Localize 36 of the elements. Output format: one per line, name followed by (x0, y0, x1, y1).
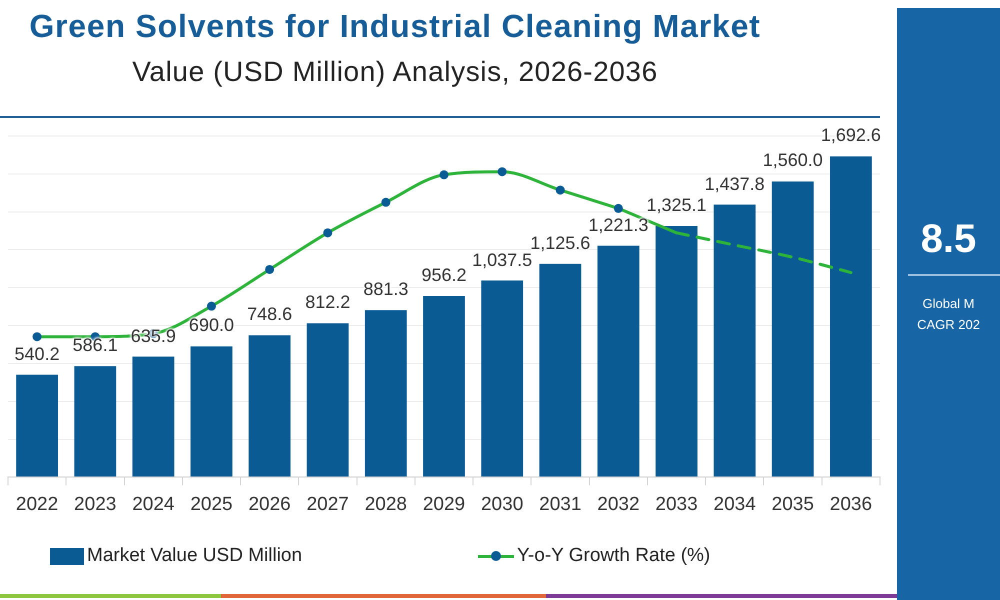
chart-subtitle: Value (USD Million) Analysis, 2026-2036 (131, 56, 659, 88)
x-tick-label: 2030 (480, 494, 524, 515)
data-label: 1,560.0 (762, 150, 823, 170)
x-tick-label: 2022 (16, 494, 58, 515)
data-label: 881.3 (363, 279, 408, 300)
legend-label: Market Value USD Million (87, 545, 302, 567)
x-tick-label: 2026 (248, 494, 291, 515)
data-label: 540.2 (14, 344, 60, 364)
text: CAGR 202 (916, 316, 981, 334)
data-label: 1,437.8 (704, 174, 765, 194)
x-tick-label: 2028 (364, 494, 408, 515)
x-tick-label: 2032 (597, 494, 640, 515)
legend-label: Y-o-Y Growth Rate (%) (517, 545, 710, 567)
x-tick-label: 2031 (539, 494, 582, 515)
data-label: 586.1 (72, 335, 118, 356)
data-label: 748.6 (247, 304, 292, 324)
data-label: 1,037.5 (472, 250, 532, 270)
x-tick-label: 2035 (772, 494, 814, 515)
x-tick-label: 2023 (74, 494, 116, 515)
text: 8.5 (920, 217, 978, 262)
x-tick-label: 2024 (132, 494, 175, 515)
text: Global M (921, 295, 976, 313)
x-tick-label: 2029 (422, 494, 466, 515)
x-tick-label: 2027 (306, 494, 349, 515)
data-label: 690.0 (188, 315, 234, 336)
data-label: 1,125.6 (530, 232, 590, 253)
data-label: 1,221.3 (588, 214, 648, 235)
data-label: 812.2 (305, 292, 350, 312)
x-tick-label: 2034 (714, 494, 756, 515)
data-label: 1,325.1 (646, 195, 707, 216)
x-tick-label: 2036 (830, 494, 872, 515)
data-label: 956.2 (421, 264, 467, 285)
data-label: 1,692.6 (820, 125, 881, 146)
x-tick-label: 2033 (655, 494, 698, 515)
chart-title: Green Solvents for Industrial Cleaning Market (28, 8, 762, 45)
x-tick-label: 2025 (190, 494, 233, 515)
